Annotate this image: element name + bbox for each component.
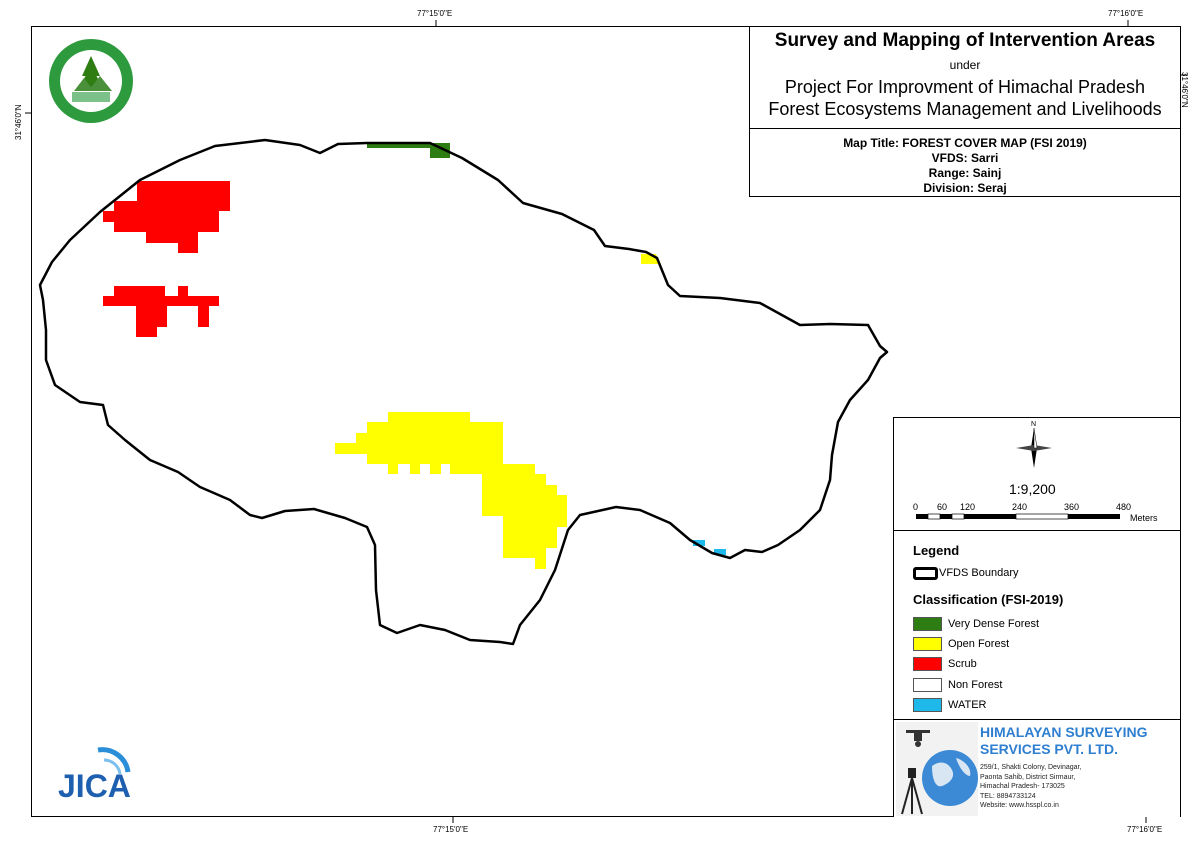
legend-label-very-dense-forest: Very Dense Forest [948, 618, 1040, 630]
company-name: HIMALAYAN SURVEYING SERVICES PVT. LTD. [980, 724, 1148, 758]
scrub-area [103, 181, 230, 337]
project-title-line2: Forest Ecosystems Management and Livelih… [768, 99, 1162, 119]
legend-label-water: WATER [948, 699, 987, 711]
legend-label-scrub: Scrub [948, 658, 977, 670]
scale-ratio: 1:9,200 [1009, 481, 1056, 497]
legend-label-open-forest: Open Forest [948, 638, 1010, 650]
classification-title: Classification (FSI-2019) [913, 592, 1064, 607]
company-name-line1: HIMALAYAN SURVEYING [980, 724, 1148, 740]
company-block: HIMALAYAN SURVEYING SERVICES PVT. LTD. 2… [893, 719, 1180, 817]
company-phone: TEL: 8894733124 [980, 792, 1036, 800]
title-block: Survey and Mapping of Intervention Areas… [749, 27, 1180, 129]
legend-title: Legend [913, 543, 960, 558]
legend-swatch-open-forest [913, 637, 942, 651]
legend-boundary-label: VFDS Boundary [939, 567, 1019, 579]
water-area [693, 540, 726, 555]
scale-tick-360: 360 [1064, 502, 1079, 512]
open-forest-area [335, 254, 660, 569]
scale-tick-480: 480 [1116, 502, 1131, 512]
address-line: Himachal Pradesh- 173025 [980, 783, 1065, 790]
legend-block: Legend VFDS Boundary Classification (FSI… [893, 531, 1180, 719]
scale-bar: 0 60 120 240 360 480 Meters [913, 502, 1158, 523]
company-address: 259/1, Shakti Colony, Devinagar, Paonta … [980, 763, 1081, 811]
map-title: Map Title: FOREST COVER MAP (FSI 2019) [843, 136, 1087, 150]
coord-bottom-right: 77°16'0"E [1127, 825, 1163, 834]
range-name: Range: Sainj [928, 166, 1002, 180]
legend-item-very-dense-forest: Very Dense Forest [913, 616, 1039, 632]
legend-item-open-forest: Open Forest [913, 636, 1009, 652]
title-under: under [949, 58, 981, 72]
main-title: Survey and Mapping of Intervention Areas [774, 30, 1156, 51]
very-dense-forest-area [367, 143, 450, 158]
north-arrow-icon: N [1016, 421, 1052, 468]
coord-bottom-left: 77°15'0"E [433, 825, 469, 834]
map-info-block: Map Title: FOREST COVER MAP (FSI 2019) V… [749, 129, 1180, 197]
legend-boundary: VFDS Boundary [913, 565, 1018, 581]
legend-swatch-scrub [913, 657, 942, 671]
legend-boundary-swatch [913, 566, 938, 580]
jica-logo: JICA [58, 747, 131, 802]
address-line: Paonta Sahib, District Sirmaur, [980, 773, 1076, 781]
scale-unit: Meters [1130, 513, 1158, 523]
graticule-ticks [25, 20, 1187, 823]
legend-swatch-water [913, 698, 942, 712]
forest-department-logo [49, 39, 133, 123]
map-frame [31, 26, 1181, 817]
vfds-boundary [38, 138, 889, 646]
address-line: 259/1, Shakti Colony, Devinagar, [980, 764, 1082, 771]
company-name-line2: SERVICES PVT. LTD. [980, 741, 1118, 757]
legend-item-scrub: Scrub [913, 656, 977, 672]
legend-swatch-very-dense-forest [913, 617, 942, 631]
surveyor-globe-logo [896, 722, 978, 816]
scale-block: N 1:9,200 0 60 120 240 360 480 Meters [893, 417, 1180, 531]
legend-item-non-forest: Non Forest [913, 677, 1002, 693]
legend-label-non-forest: Non Forest [948, 679, 1003, 691]
vfds-name: VFDS: Sarri [931, 151, 999, 165]
legend-item-water: WATER [913, 697, 987, 713]
north-label: N [1031, 421, 1036, 428]
scale-tick-120: 120 [960, 502, 975, 512]
scale-tick-240: 240 [1012, 502, 1027, 512]
division-name: Division: Seraj [923, 181, 1007, 195]
legend-swatch-non-forest [913, 678, 942, 692]
company-website: Website: www.hsspl.co.in [980, 802, 1059, 809]
coord-top-left: 77°15'0"E [417, 9, 453, 18]
jica-logo-text: JICA [58, 768, 131, 802]
scale-tick-60: 60 [937, 502, 947, 512]
coord-top-right: 77°16'0"E [1108, 9, 1144, 18]
project-title-line1: Project For Improvment of Himachal Prade… [784, 77, 1146, 97]
scale-tick-0: 0 [913, 502, 918, 512]
